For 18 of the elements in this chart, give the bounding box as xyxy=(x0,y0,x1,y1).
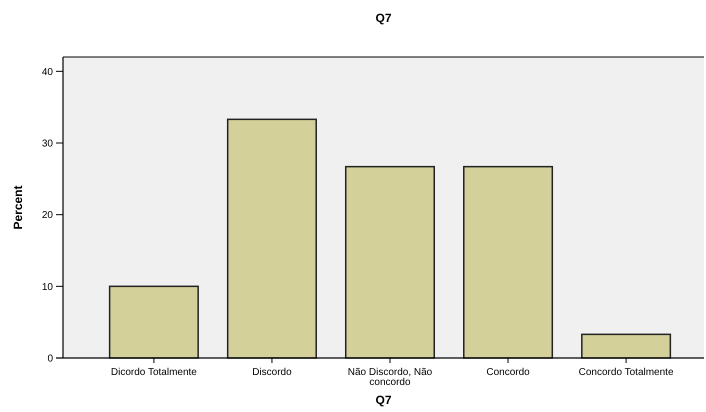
bar xyxy=(344,166,436,359)
bar xyxy=(463,166,554,359)
x-tick-label: Discordo xyxy=(252,367,292,378)
bar xyxy=(226,118,317,359)
bar xyxy=(108,286,199,359)
x-tick-label: Concordo xyxy=(486,367,530,378)
chart-title: Q7 xyxy=(375,11,392,25)
x-tick-label: Concordo Totalmente xyxy=(578,367,674,378)
x-tick-label: Dicordo Totalmente xyxy=(110,367,198,378)
x-tick-label: Não Discordo, Não concordo xyxy=(348,367,433,388)
y-tick-label: 30 xyxy=(42,138,54,150)
y-tick-label: 0 xyxy=(47,354,54,364)
y-tick-label: 40 xyxy=(42,66,54,78)
y-axis-title: Percent xyxy=(11,185,25,230)
y-tick-label: 20 xyxy=(42,210,54,222)
x-axis-title: Q7 xyxy=(375,393,392,407)
y-tick-label: 10 xyxy=(42,282,54,293)
bar xyxy=(581,334,672,359)
